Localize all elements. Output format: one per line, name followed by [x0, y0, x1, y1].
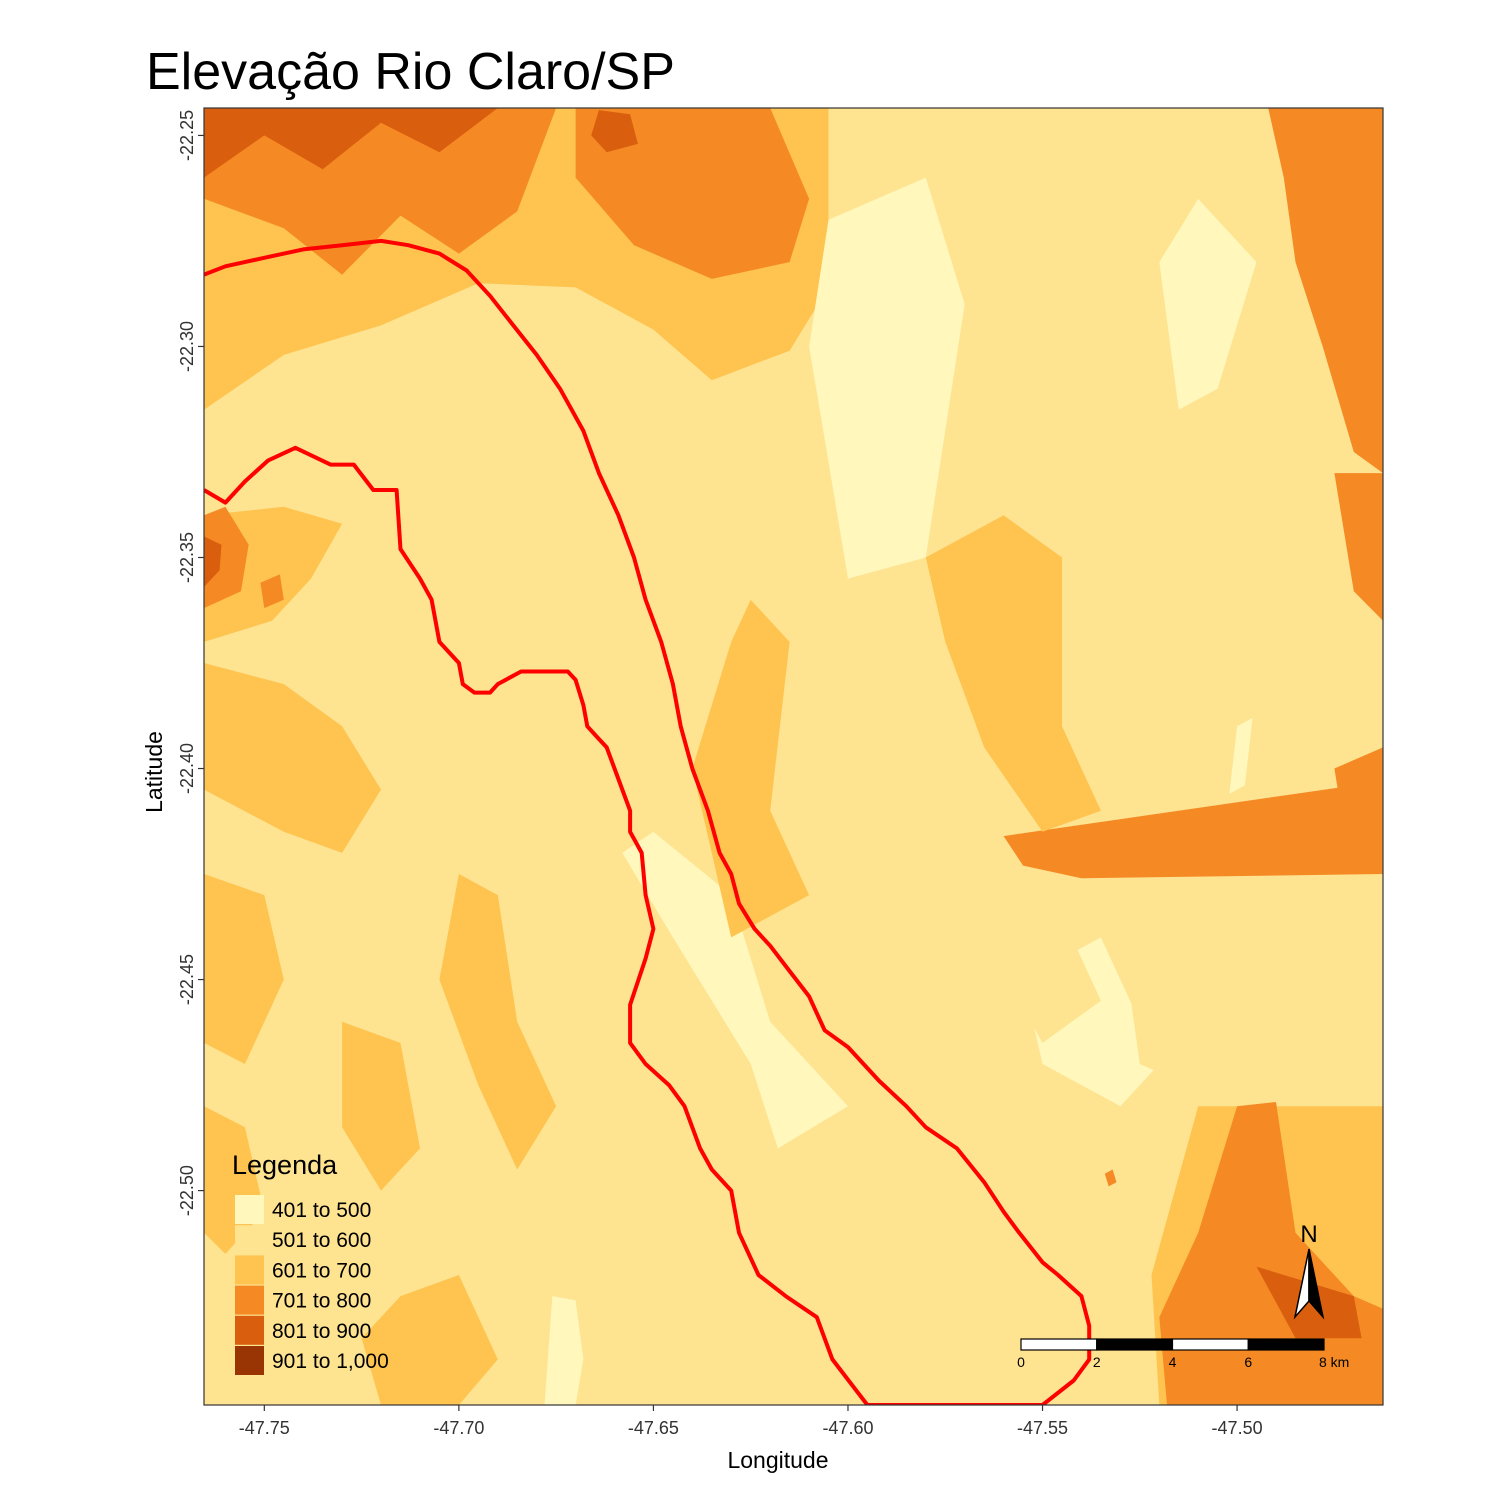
- y-tick-label-2: -22.35: [177, 532, 197, 583]
- elevation-zone-9: [204, 506, 249, 609]
- x-tick-label-1: -47.70: [433, 1418, 484, 1438]
- legend-swatch-5: [235, 1346, 264, 1375]
- elevation-zone-16: [1104, 1169, 1117, 1187]
- elevation-zone-32: [204, 874, 284, 1064]
- scale-segment-1: [1096, 1338, 1174, 1351]
- x-tick-label-5: -47.50: [1212, 1418, 1263, 1438]
- elevation-zone-29: [925, 515, 1101, 832]
- map-panel-border: [203, 107, 1384, 1406]
- scale-label-0: 0: [1017, 1354, 1025, 1370]
- legend: Legenda 401 to 500 501 to 600 601 to 700 70…: [232, 1150, 389, 1375]
- x-tick-label-3: -47.60: [822, 1418, 873, 1438]
- legend-label-5: 901 to 1,000: [272, 1350, 389, 1373]
- elevation-zone-25: [1003, 114, 1121, 263]
- legend-label-0: 401 to 500: [272, 1199, 371, 1222]
- x-tick-label-0: -47.75: [239, 1418, 290, 1438]
- north-arrow-right-half: [1308, 1248, 1325, 1320]
- elevation-zone-5: [1268, 108, 1383, 474]
- elevation-zone-36: [544, 1296, 584, 1405]
- y-axis: -22.25 -22.30 -22.35 -22.40 -22.45 -22.50: [177, 110, 204, 1216]
- legend-label-4: 801 to 900: [272, 1320, 371, 1343]
- elevation-zone-30: [204, 663, 381, 853]
- municipality-boundary: [204, 238, 1092, 1405]
- elevation-zone-17: [1229, 717, 1253, 794]
- y-tick-label-1: -22.30: [177, 321, 197, 372]
- x-axis-title: Longitude: [727, 1447, 828, 1473]
- legend-label-2: 601 to 700: [272, 1259, 371, 1282]
- elevation-zone-1: [575, 108, 810, 279]
- elevation-zone-27: [1217, 494, 1315, 642]
- elevation-zone-31: [439, 874, 557, 1170]
- scale-bar: 0 2 4 6 8 km: [1017, 1338, 1349, 1370]
- legend-swatch-3: [235, 1285, 264, 1315]
- y-tick-label-4: -22.45: [177, 954, 197, 1005]
- elevation-zone-34: [342, 1021, 420, 1191]
- north-arrow: N: [1293, 1221, 1325, 1320]
- legend-swatch-4: [235, 1315, 264, 1345]
- y-tick-label-3: -22.40: [177, 743, 197, 794]
- x-axis: -47.75 -47.70 -47.65 -47.60 -47.55 -47.50: [239, 1405, 1263, 1438]
- elevation-zone-20: [1159, 198, 1257, 410]
- north-label: N: [1300, 1221, 1317, 1248]
- scale-segment-2: [1171, 1338, 1249, 1351]
- legend-swatch-1: [235, 1225, 264, 1255]
- elevation-zone-15: [1256, 1266, 1362, 1339]
- legend-label-1: 501 to 600: [272, 1229, 371, 1252]
- scale-label-3: 6: [1244, 1354, 1252, 1370]
- elevation-zone-10: [204, 536, 222, 587]
- legend-swatch-2: [235, 1255, 264, 1285]
- legend-label-3: 701 to 800: [272, 1290, 371, 1313]
- scale-segment-3: [1247, 1338, 1325, 1351]
- legend-swatch-0: [235, 1195, 264, 1224]
- x-tick-label-4: -47.55: [1017, 1418, 1068, 1438]
- y-tick-label-0: -22.25: [177, 110, 197, 161]
- scale-label-1: 2: [1093, 1354, 1101, 1370]
- legend-title: Legenda: [232, 1150, 338, 1180]
- scale-segment-0: [1020, 1338, 1098, 1351]
- y-axis-title: Latitude: [141, 731, 167, 813]
- scale-label-2: 4: [1169, 1354, 1177, 1370]
- elevation-zone-12: [1003, 781, 1383, 879]
- elevation-zone-18: [622, 831, 848, 1149]
- elevation-zone-11: [260, 574, 284, 609]
- elevation-zone-6: [1334, 473, 1383, 621]
- elevation-zone-24: [1128, 962, 1257, 1098]
- x-tick-label-2: -47.65: [628, 1418, 679, 1438]
- elevation-zone-3: [204, 108, 498, 178]
- elevation-zone-23: [672, 430, 751, 537]
- y-tick-label-5: -22.50: [177, 1165, 197, 1216]
- elevation-zone-19: [809, 177, 965, 579]
- page-title: Elevação Rio Claro/SP: [146, 43, 675, 101]
- elevation-zone-4: [591, 110, 638, 153]
- scale-label-4: 8 km: [1319, 1354, 1349, 1370]
- elevation-zone-26: [984, 916, 1101, 1043]
- elevation-zone-35: [361, 1275, 498, 1405]
